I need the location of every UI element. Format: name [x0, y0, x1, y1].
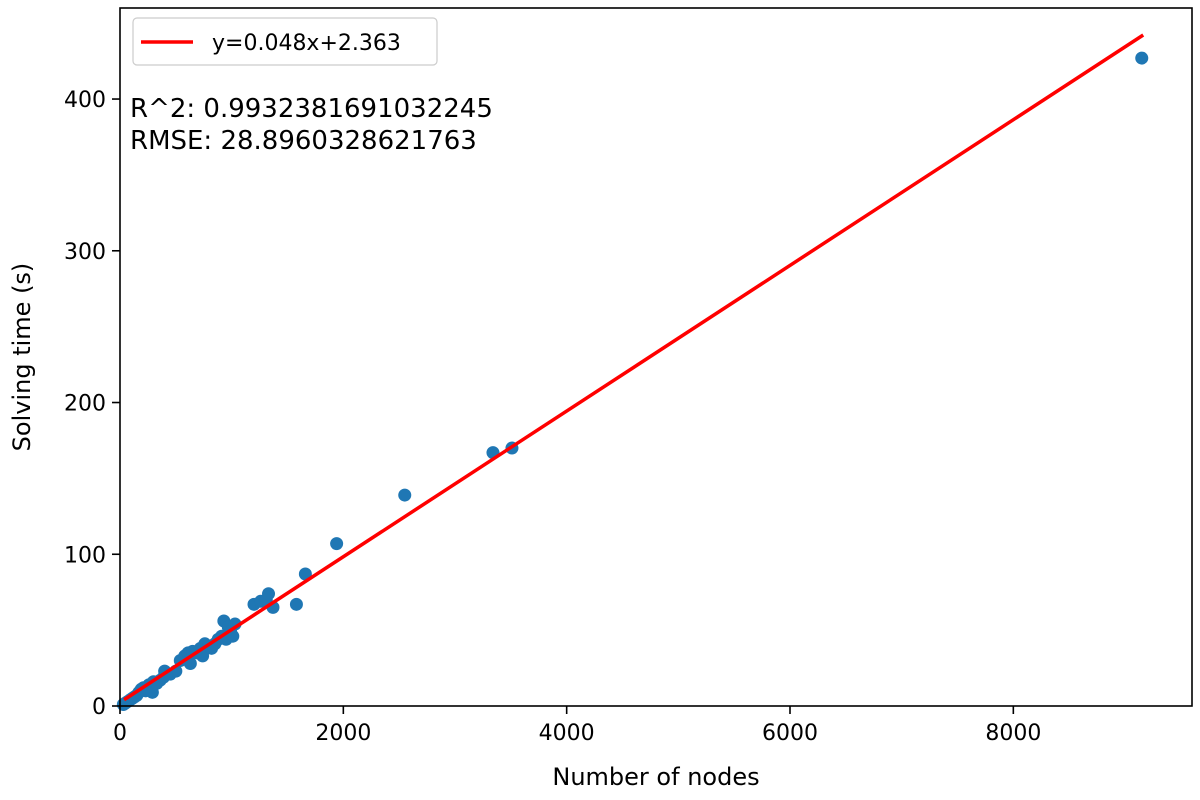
y-tick-label: 100 [64, 543, 106, 568]
data-point [289, 597, 303, 611]
y-tick-label: 200 [64, 392, 106, 417]
rmse-annotation: RMSE: 28.8960328621763 [130, 126, 477, 156]
data-point [298, 567, 312, 581]
y-axis-label: Solving time (s) [8, 263, 36, 452]
data-point [262, 587, 276, 601]
legend-entry-fit-line: y=0.048x+2.363 [212, 31, 401, 56]
plot-frame [119, 7, 1193, 707]
plot-area [116, 33, 1149, 711]
data-point [398, 488, 412, 502]
legend-box [132, 17, 438, 66]
legend: y=0.048x+2.363 [132, 17, 438, 66]
x-tick-label: 0 [113, 721, 127, 746]
x-tick-label: 6000 [762, 721, 818, 746]
x-tick-label: 8000 [985, 721, 1041, 746]
x-tick-label: 2000 [315, 721, 371, 746]
y-tick-label: 300 [64, 240, 106, 265]
data-point [1135, 51, 1149, 65]
x-axis-label: Number of nodes [552, 763, 759, 791]
axis-ticks: 0 2000 4000 6000 8000 0 100 200 300 400 [64, 88, 1041, 746]
y-tick-label: 400 [64, 88, 106, 113]
y-tick-label: 0 [92, 695, 106, 720]
regression-line [123, 33, 1145, 702]
data-point [330, 537, 344, 551]
r-squared-annotation: R^2: 0.9932381691032245 [130, 94, 493, 124]
x-tick-label: 4000 [539, 721, 595, 746]
